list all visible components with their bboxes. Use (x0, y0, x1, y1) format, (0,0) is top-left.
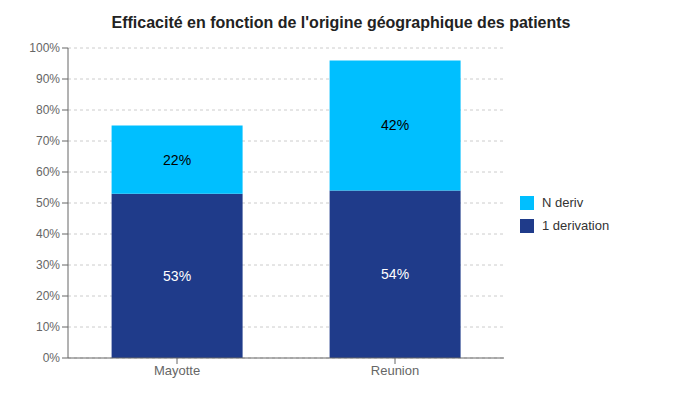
svg-text:60%: 60% (36, 165, 60, 179)
html-text:1 derivation: 1 derivation (542, 218, 610, 233)
svg-text:100%: 100% (29, 41, 60, 55)
svg-text:20%: 20% (36, 289, 60, 303)
svg-text:53%: 53% (163, 268, 191, 284)
svg-text:42%: 42% (381, 117, 409, 133)
svg-text:0%: 0% (43, 351, 61, 365)
svg-text:22%: 22% (163, 152, 191, 168)
html-text:Efficacité en fonction de l'or: Efficacité en fonction de l'origine géog… (111, 14, 571, 31)
svg-text:30%: 30% (36, 258, 60, 272)
svg-text:10%: 10% (36, 320, 60, 334)
svg-text:80%: 80% (36, 103, 60, 117)
svg-text:54%: 54% (381, 266, 409, 282)
svg-text:70%: 70% (36, 134, 60, 148)
svg-text:Reunion: Reunion (371, 363, 419, 378)
svg-text:40%: 40% (36, 227, 60, 241)
svg-text:50%: 50% (36, 196, 60, 210)
svg-text:Mayotte: Mayotte (154, 363, 200, 378)
html-text:N deriv: N deriv (542, 195, 584, 210)
svg-text:90%: 90% (36, 72, 60, 86)
